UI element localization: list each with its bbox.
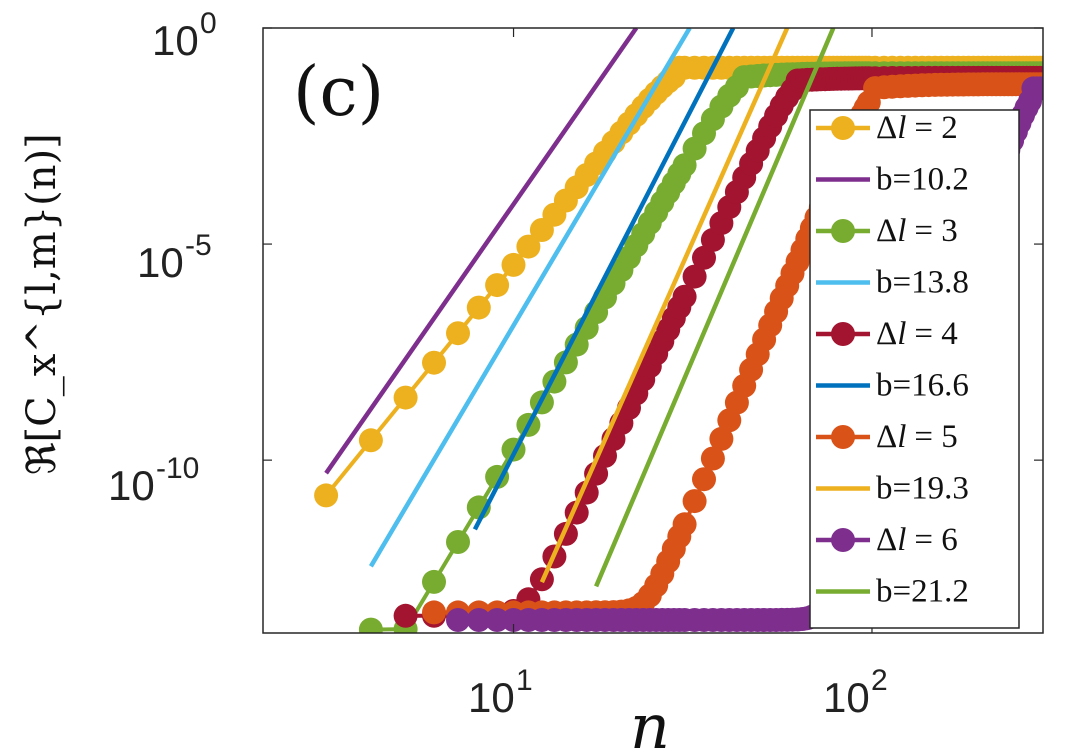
legend-swatch-marker-4: [831, 322, 855, 346]
legend-label-9: b=21.2: [876, 574, 969, 610]
legend-label-8: Δl = 6: [876, 522, 958, 558]
legend-label-prefix-2: Δ: [876, 213, 897, 249]
y-tick-exp-0: 0: [200, 7, 217, 40]
y-tick-base-2: 10: [108, 462, 155, 509]
legend-label-4: Δl = 4: [876, 316, 958, 352]
y-tick-base-1: 10: [137, 239, 184, 286]
series-2-point-3: [422, 350, 446, 375]
y-tick-base-0: 10: [152, 17, 199, 64]
legend-entry-8: Δl = 6: [816, 522, 958, 558]
series-5-point-28: [709, 426, 734, 451]
y-tick-exp-2: -10: [156, 452, 199, 485]
series-3-point-0: [358, 617, 383, 633]
legend-label-prefix-6: Δ: [876, 419, 897, 455]
series-4-point-27: [692, 245, 716, 270]
legend-entry-9: b=21.2: [816, 574, 969, 610]
series-5-point-25: [682, 489, 707, 514]
legend-label-var-6: l: [897, 419, 906, 455]
legend-entry-4: Δl = 4: [816, 316, 958, 352]
legend-label-value-2: = 3: [914, 213, 957, 249]
y-tick-label-0: 10 0: [152, 7, 217, 64]
series-5-point-24: [672, 512, 697, 537]
legend-entry-2: Δl = 3: [816, 213, 958, 249]
series-4-point-0: [393, 603, 418, 628]
legend-label-value-0: = 2: [914, 110, 957, 146]
series-2-point-7: [501, 252, 526, 277]
series-6-point-2: [485, 608, 510, 632]
legend-label-0: Δl = 2: [876, 110, 958, 146]
legend-label-6: Δl = 5: [876, 419, 958, 455]
series-3-point-2: [422, 569, 446, 594]
legend-swatch-marker-8: [831, 528, 855, 552]
series-5-point-27: [700, 446, 725, 471]
legend-entry-3: b=13.8: [816, 265, 969, 301]
plot-frame: [262, 27, 1044, 634]
legend-label-var-0: l: [897, 110, 906, 146]
legend-label-var-8: l: [897, 522, 906, 558]
legend-label-2: Δl = 3: [876, 213, 958, 249]
legend-label-1: b=10.2: [876, 162, 969, 198]
legend-entry-1: b=10.2: [816, 162, 969, 198]
x-axis-label: n: [630, 690, 670, 756]
legend-label-var-2: l: [897, 213, 906, 249]
series-2-point-8: [516, 234, 541, 259]
legend-label-3: b=13.8: [876, 265, 969, 301]
y-tick-label-2: 10 -10: [108, 452, 199, 509]
legend-label-value-8: = 6: [914, 522, 957, 558]
panel-label: (c): [293, 53, 384, 132]
legend-entry-6: Δl = 5: [816, 419, 958, 455]
legend-label-7: b=19.3: [876, 471, 969, 507]
x-tick-label-1: 10 2: [823, 664, 888, 721]
fit-layer: [324, 28, 836, 588]
legend-label-value-4: = 4: [914, 316, 957, 352]
fit-line-2: [472, 28, 736, 531]
series-4-point-25: [672, 284, 697, 309]
legend-label-5: b=16.6: [876, 368, 969, 404]
fit-line-0: [324, 28, 639, 475]
series-5-point-26: [692, 467, 716, 492]
series-6-point-1: [466, 608, 491, 632]
legend-label-prefix-4: Δ: [876, 316, 897, 352]
fit-line-1: [368, 28, 692, 568]
legend-entry-7: b=19.3: [816, 471, 969, 507]
legend-swatch-marker-6: [831, 425, 855, 449]
legend-entry-5: b=16.6: [816, 368, 969, 404]
series-layer: [314, 55, 1043, 633]
series-2-point-1: [358, 428, 383, 453]
series-2-point-4: [446, 321, 470, 346]
y-axis-label: ℜ[C_x^{l,m}(n)]: [19, 133, 65, 475]
x-tick-base-1: 10: [823, 674, 870, 721]
legend-label-prefix-0: Δ: [876, 110, 897, 146]
legend: Δl = 2b=10.2Δl = 3b=13.8Δl = 4b=16.6Δl = 5b=…: [816, 110, 969, 610]
series-2-point-0: [314, 483, 339, 508]
x-tick-exp-1: 2: [871, 664, 888, 697]
legend-label-prefix-8: Δ: [876, 522, 897, 558]
y-tick-exp-1: -5: [185, 229, 212, 262]
legend-entry-0: Δl = 2: [816, 110, 958, 146]
series-6-point-0: [446, 608, 470, 632]
series-4-point-12: [584, 461, 609, 486]
x-tick-base-0: 10: [468, 674, 515, 721]
legend-label-var-4: l: [897, 316, 906, 352]
series-5-point-0: [422, 600, 446, 625]
series-3-point-3: [446, 530, 470, 554]
y-tick-label-1: 10 -5: [137, 229, 212, 286]
series-6-point-91: [1031, 76, 1043, 101]
fit-line-4: [594, 28, 836, 588]
legend-label-value-6: = 5: [914, 419, 957, 455]
legend-swatch-marker-2: [831, 219, 855, 243]
legend-swatch-marker-0: [831, 116, 855, 140]
fit-line-3: [539, 28, 790, 584]
series-2-point-2: [393, 385, 418, 410]
x-tick-exp-0: 1: [516, 664, 533, 697]
series-2-point-6: [485, 273, 510, 298]
series-2-point-5: [466, 295, 491, 320]
x-tick-label-0: 10 1: [468, 664, 533, 721]
series-4-point-26: [682, 264, 707, 289]
